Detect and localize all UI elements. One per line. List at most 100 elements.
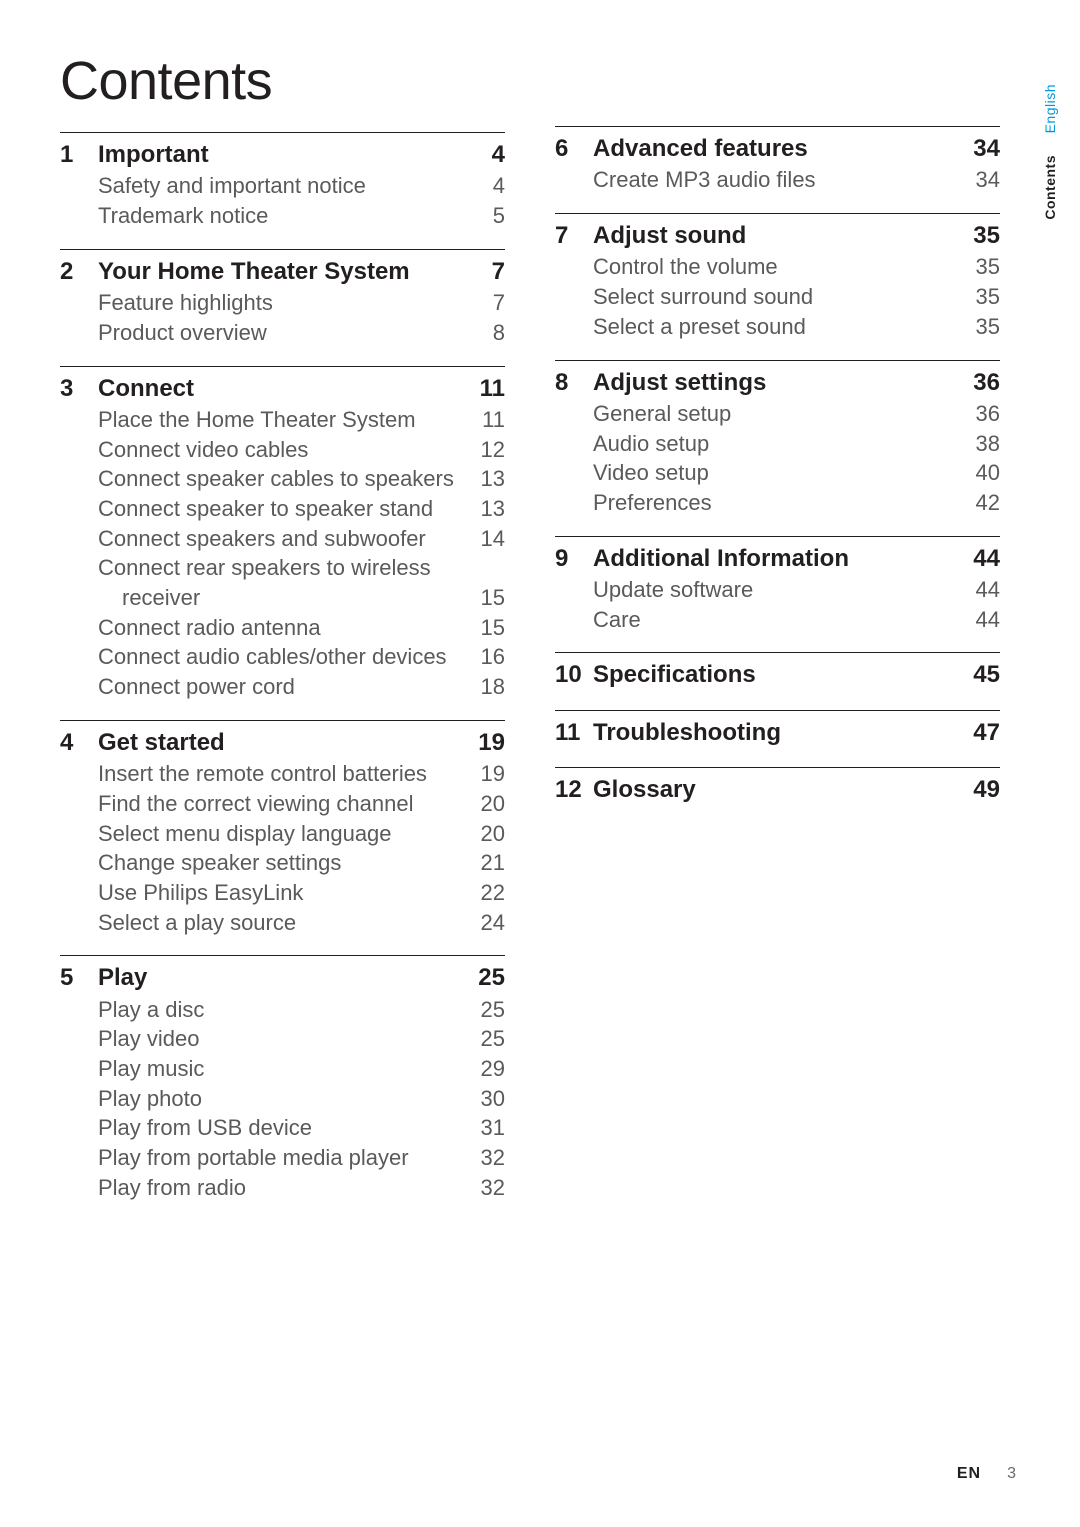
toc-item[interactable]: Play photo30 bbox=[60, 1084, 505, 1114]
toc-item-page: 4 bbox=[463, 171, 505, 201]
toc-item[interactable]: Feature highlights7 bbox=[60, 288, 505, 318]
toc-section-heading[interactable]: 3Connect11 bbox=[60, 373, 505, 405]
toc-item[interactable]: Place the Home Theater System11 bbox=[60, 405, 505, 435]
side-tabs: English Contents bbox=[1042, 84, 1058, 220]
toc-item-label: Select a play source bbox=[98, 908, 463, 938]
toc-section-label: Get started bbox=[98, 727, 463, 759]
toc-section-heading[interactable]: 9Additional Information44 bbox=[555, 543, 1000, 575]
toc-section-heading[interactable]: 8Adjust settings36 bbox=[555, 367, 1000, 399]
toc-item[interactable]: Play from USB device31 bbox=[60, 1113, 505, 1143]
toc-item-label: Audio setup bbox=[593, 429, 958, 459]
toc-item-label: Product overview bbox=[98, 318, 463, 348]
toc-item-page: 44 bbox=[958, 605, 1000, 635]
toc-item-page: 34 bbox=[958, 165, 1000, 195]
toc-section-number: 2 bbox=[60, 256, 98, 288]
toc-section-label: Adjust settings bbox=[593, 367, 958, 399]
toc-item[interactable]: Connect radio antenna15 bbox=[60, 613, 505, 643]
toc-item[interactable]: Product overview8 bbox=[60, 318, 505, 348]
toc-item-page: 5 bbox=[463, 201, 505, 231]
toc-section: 11Troubleshooting47 bbox=[555, 710, 1000, 749]
toc-item[interactable]: Change speaker settings21 bbox=[60, 848, 505, 878]
toc-item[interactable]: Select surround sound35 bbox=[555, 282, 1000, 312]
toc-item[interactable]: Preferences42 bbox=[555, 488, 1000, 518]
toc-item-label: Insert the remote control batteries bbox=[98, 759, 463, 789]
toc-item[interactable]: Update software44 bbox=[555, 575, 1000, 605]
toc-section-label: Your Home Theater System bbox=[98, 256, 463, 288]
toc-item[interactable]: Insert the remote control batteries19 bbox=[60, 759, 505, 789]
toc-column-right: 6Advanced features34Create MP3 audio fil… bbox=[555, 126, 1000, 1203]
toc-section-heading[interactable]: 2Your Home Theater System7 bbox=[60, 256, 505, 288]
toc-item[interactable]: Audio setup38 bbox=[555, 429, 1000, 459]
toc-item[interactable]: Connect audio cables/other devices16 bbox=[60, 642, 505, 672]
toc-section: 3Connect11Place the Home Theater System1… bbox=[60, 366, 505, 702]
toc-section-label: Advanced features bbox=[593, 133, 958, 165]
page-footer: EN 3 bbox=[957, 1465, 1016, 1483]
toc-item-label: Connect speaker cables to speakers bbox=[98, 464, 463, 494]
toc-item[interactable]: Connect rear speakers to wireless bbox=[60, 553, 505, 583]
toc-section-page: 36 bbox=[958, 367, 1000, 399]
toc-item[interactable]: receiver15 bbox=[60, 583, 505, 613]
toc-item[interactable]: Connect speakers and subwoofer14 bbox=[60, 524, 505, 554]
toc-item[interactable]: Connect speaker to speaker stand13 bbox=[60, 494, 505, 524]
toc-item-label: General setup bbox=[593, 399, 958, 429]
toc-section-heading[interactable]: 5Play25 bbox=[60, 962, 505, 994]
toc-section: 12Glossary49 bbox=[555, 767, 1000, 806]
toc-item-label: Connect speaker to speaker stand bbox=[98, 494, 463, 524]
toc-item[interactable]: Select menu display language20 bbox=[60, 819, 505, 849]
toc-item[interactable]: Play music29 bbox=[60, 1054, 505, 1084]
toc-item[interactable]: Play video25 bbox=[60, 1024, 505, 1054]
toc-section-heading[interactable]: 1Important4 bbox=[60, 139, 505, 171]
toc-section-page: 35 bbox=[958, 220, 1000, 252]
toc-section-number: 6 bbox=[555, 133, 593, 165]
toc-item-page: 36 bbox=[958, 399, 1000, 429]
toc-item-page: 25 bbox=[463, 995, 505, 1025]
toc-item[interactable]: Select a play source24 bbox=[60, 908, 505, 938]
toc-item[interactable]: Control the volume35 bbox=[555, 252, 1000, 282]
toc-item[interactable]: Connect video cables12 bbox=[60, 435, 505, 465]
toc-item[interactable]: Connect power cord18 bbox=[60, 672, 505, 702]
toc-item[interactable]: Use Philips EasyLink22 bbox=[60, 878, 505, 908]
toc-item-page: 32 bbox=[463, 1143, 505, 1173]
toc-item[interactable]: Play a disc25 bbox=[60, 995, 505, 1025]
toc-item-page: 13 bbox=[463, 494, 505, 524]
toc-section-heading[interactable]: 12Glossary49 bbox=[555, 774, 1000, 806]
toc-item[interactable]: Create MP3 audio files34 bbox=[555, 165, 1000, 195]
toc-section-heading[interactable]: 7Adjust sound35 bbox=[555, 220, 1000, 252]
toc-item-label: Trademark notice bbox=[98, 201, 463, 231]
toc-item-label: Play from USB device bbox=[98, 1113, 463, 1143]
toc-item[interactable]: Connect speaker cables to speakers13 bbox=[60, 464, 505, 494]
toc-section-label: Important bbox=[98, 139, 463, 171]
toc-item[interactable]: Play from radio32 bbox=[60, 1173, 505, 1203]
toc-item-label: Feature highlights bbox=[98, 288, 463, 318]
toc-item-page: 35 bbox=[958, 312, 1000, 342]
toc-section: 8Adjust settings36General setup36Audio s… bbox=[555, 360, 1000, 518]
toc-section-heading[interactable]: 11Troubleshooting47 bbox=[555, 717, 1000, 749]
toc-section-label: Adjust sound bbox=[593, 220, 958, 252]
toc-section-heading[interactable]: 4Get started19 bbox=[60, 727, 505, 759]
toc-section-page: 45 bbox=[958, 659, 1000, 691]
toc-item-page: 40 bbox=[958, 458, 1000, 488]
toc-item[interactable]: Trademark notice5 bbox=[60, 201, 505, 231]
toc-item[interactable]: Video setup40 bbox=[555, 458, 1000, 488]
toc-item-label: Video setup bbox=[593, 458, 958, 488]
toc-section-heading[interactable]: 6Advanced features34 bbox=[555, 133, 1000, 165]
toc-item-page: 29 bbox=[463, 1054, 505, 1084]
toc-item[interactable]: Safety and important notice4 bbox=[60, 171, 505, 201]
toc-section-label: Play bbox=[98, 962, 463, 994]
toc-item-page: 35 bbox=[958, 252, 1000, 282]
toc-item-label: Connect radio antenna bbox=[98, 613, 463, 643]
toc-item[interactable]: General setup36 bbox=[555, 399, 1000, 429]
toc-item[interactable]: Play from portable media player32 bbox=[60, 1143, 505, 1173]
toc-item-label: Preferences bbox=[593, 488, 958, 518]
toc-item-page: 24 bbox=[463, 908, 505, 938]
toc-item[interactable]: Care44 bbox=[555, 605, 1000, 635]
toc-section-heading[interactable]: 10Specifications45 bbox=[555, 659, 1000, 691]
toc-item-label: Select surround sound bbox=[593, 282, 958, 312]
toc-item-label: Place the Home Theater System bbox=[98, 405, 463, 435]
toc-item-label: Connect speakers and subwoofer bbox=[98, 524, 463, 554]
toc-item-page: 30 bbox=[463, 1084, 505, 1114]
toc-section-number: 8 bbox=[555, 367, 593, 399]
toc-item[interactable]: Find the correct viewing channel20 bbox=[60, 789, 505, 819]
toc-item[interactable]: Select a preset sound35 bbox=[555, 312, 1000, 342]
toc-item-label: Play photo bbox=[98, 1084, 463, 1114]
